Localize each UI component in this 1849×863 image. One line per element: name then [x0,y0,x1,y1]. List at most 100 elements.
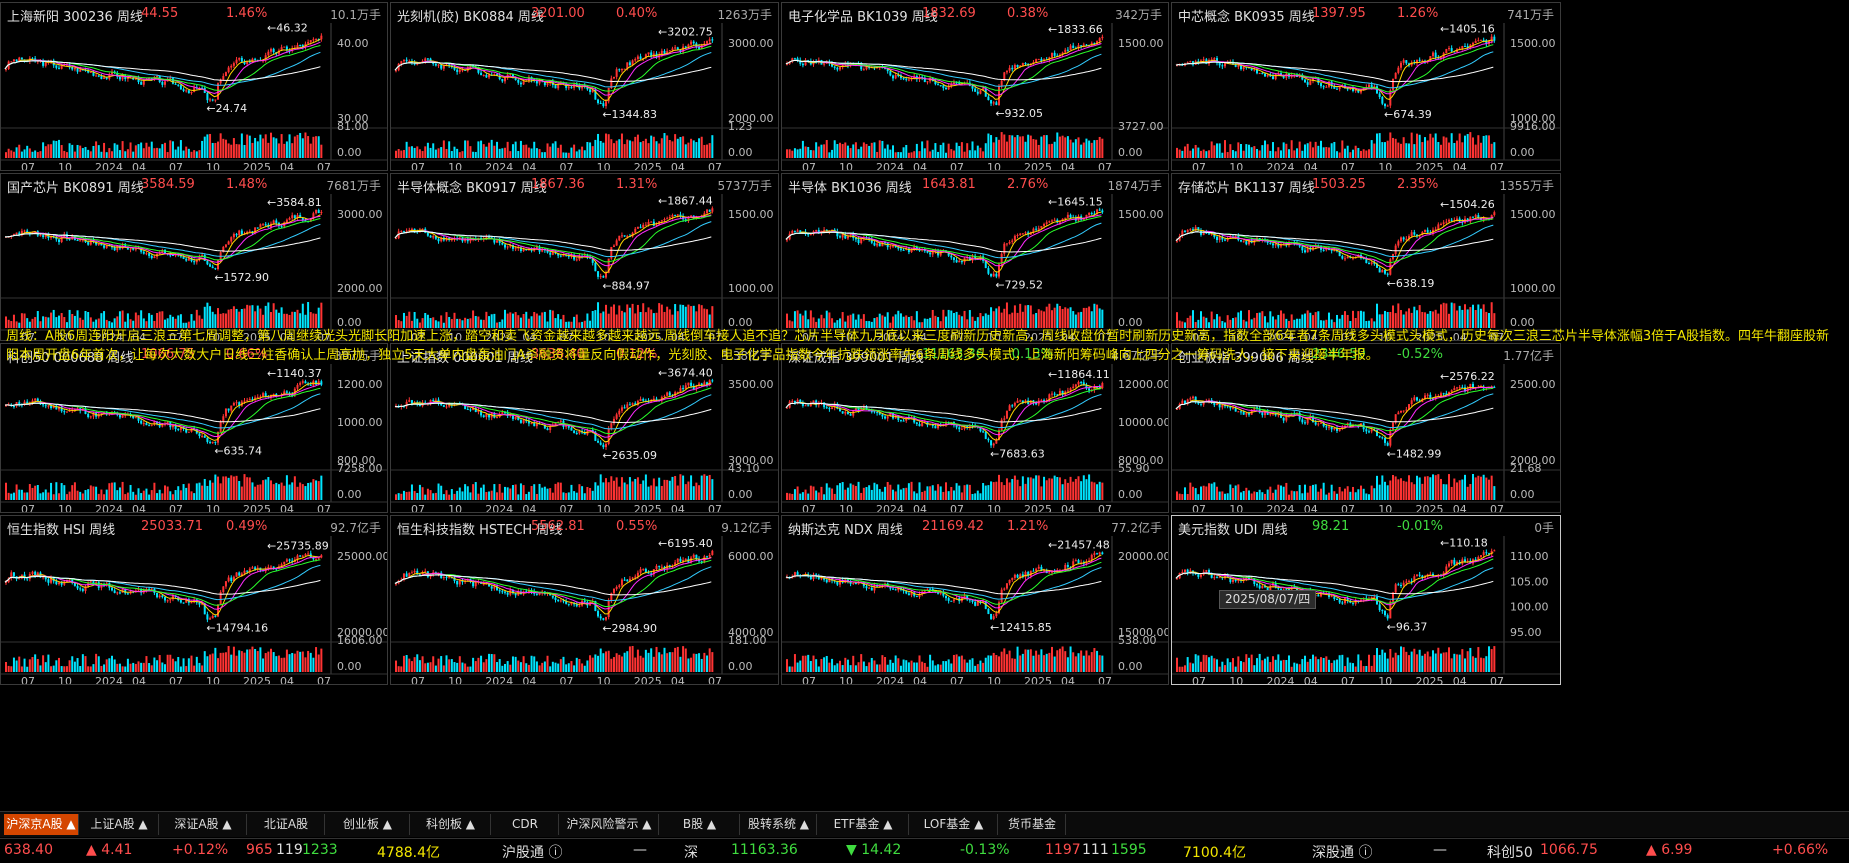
volume-bar [406,142,408,158]
candle [690,216,692,217]
volume-bar [228,646,230,672]
candle [307,42,309,44]
volume-bar [820,145,822,158]
candle [501,243,503,245]
volume-bar [911,482,913,500]
volume-bar [860,319,862,328]
volume-bar [1275,319,1277,328]
volume-bar [278,313,280,328]
kline-chart[interactable]: 3000.002000.001.230.00←3202.75←1344.8307… [391,3,779,171]
candle [1424,230,1426,232]
candle [671,215,673,217]
candle [987,439,989,440]
volume-bar [98,494,100,500]
volume-bar [597,486,599,500]
high-label: ←11864.11 [1048,368,1110,381]
volume-bar [879,314,881,328]
volume-bar [661,305,663,328]
candle [523,420,525,423]
volume-bar [1035,313,1037,328]
kline-chart[interactable]: 12000.0010000.008000.0055.900.00←11864.1… [782,344,1169,513]
volume-bar [533,312,535,328]
volume-bar [138,661,140,672]
volume-bar [58,493,60,500]
candle [807,234,809,235]
volume-bar [1403,137,1405,158]
volume-bar [560,483,562,500]
candle [191,92,193,93]
volume-bar [637,135,639,158]
volume-bar [560,319,562,328]
volume-bar [53,141,55,158]
volume-bar [24,149,26,158]
volume-bar [1400,478,1402,500]
volume-bar [533,142,535,158]
kline-chart[interactable]: 3500.003000.0043.100.00←3674.40←2635.090… [391,344,779,513]
volume-bar [167,318,169,328]
candle [926,251,928,252]
candle [813,400,815,402]
volume-bar [669,481,671,500]
kline-chart[interactable]: 2500.002000.0021.680.00←2576.22←1482.990… [1172,344,1561,513]
ma120-line [5,61,320,81]
volume-bar [114,659,116,672]
x-tick-label: 04 [280,161,294,171]
candle [1403,237,1405,239]
volume-bar [467,141,469,158]
volume-bar [1403,481,1405,500]
volume-bar [130,319,132,328]
candle [58,239,60,242]
volume-bar [1048,304,1050,328]
kline-chart[interactable]: 1200.001000.00800.007258.000.00←1140.37←… [1,344,388,513]
volume-bar [677,139,679,158]
volume-bar [26,492,28,500]
volume-bar [661,138,663,158]
volume-bar [320,303,322,328]
candle [1213,58,1215,59]
volume-bar [618,487,620,500]
volume-bar [1253,491,1255,500]
volume-bar [656,313,658,328]
candle [1078,382,1080,384]
candle [1019,234,1021,235]
volume-bar [1232,488,1234,500]
candle [958,261,960,262]
x-tick-label: 10 [1378,503,1392,513]
volume-bar [1043,477,1045,500]
volume-bar [145,143,147,158]
volume-bar [499,322,501,328]
x-tick-label: 2025 [634,161,662,171]
volume-bar [47,144,49,158]
volume-bar [493,484,495,500]
kline-chart[interactable]: 1500.001000.009916.000.00←1405.16←674.39… [1172,3,1561,171]
kline-chart[interactable]: 25000.0020000.001606.000.00←25735.89←147… [1,516,388,685]
candle [972,86,974,89]
candle [1067,391,1069,392]
volume-bar [177,147,179,158]
candle [241,58,243,62]
volume-bar [1349,492,1351,500]
volume-bar [1197,148,1199,158]
x-tick-label: 04 [522,161,536,171]
volume-bar [1267,490,1269,500]
candle [690,383,692,386]
